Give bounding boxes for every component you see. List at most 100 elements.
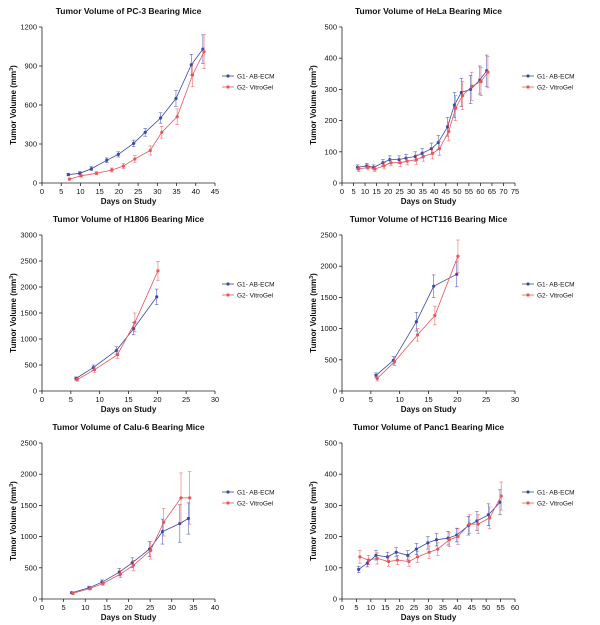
data-point <box>486 513 491 517</box>
y-axis-label: Tumor Volume (mm3) <box>309 273 318 353</box>
x-tick-label: 30 <box>168 603 176 612</box>
x-tick-label: 25 <box>134 187 142 196</box>
data-point <box>479 80 483 84</box>
chart-panc1-svg: Tumor Volume of Panc1 Bearing Mice010020… <box>309 422 575 622</box>
y-tick-label: 500 <box>24 361 37 370</box>
data-point <box>357 167 361 171</box>
data-point <box>456 254 460 258</box>
legend-label: G2- VitroGel <box>237 500 274 507</box>
data-point <box>426 541 430 545</box>
data-point <box>382 164 386 168</box>
x-axis-label: Days on Study <box>401 405 457 414</box>
data-point <box>67 177 72 181</box>
y-tick-label: 500 <box>24 563 37 572</box>
y-tick-label: 3000 <box>20 231 37 240</box>
chart-hela-svg: Tumor Volume of HeLa Bearing Mice0100200… <box>309 6 575 206</box>
x-tick-label: 10 <box>81 603 89 612</box>
data-point <box>202 50 206 54</box>
data-point <box>460 94 465 98</box>
x-tick-label: 20 <box>453 395 461 404</box>
legend-label: G1- AB-ECM <box>537 281 575 288</box>
x-tick-label: 25 <box>410 603 418 612</box>
legend-label: G1- AB-ECM <box>537 489 575 496</box>
data-point <box>499 494 503 498</box>
x-tick-label: 10 <box>395 395 403 404</box>
legend-label: G1- AB-ECM <box>237 281 275 288</box>
y-tick-label: 1500 <box>20 501 37 510</box>
x-tick-label: 45 <box>442 187 450 196</box>
chart-hct116: Tumor Volume of HCT116 Bearing Mice 0 500 1… <box>300 208 600 416</box>
data-point <box>133 320 137 324</box>
legend-swatch-marker <box>226 293 230 297</box>
y-tick-label: 1500 <box>20 309 37 318</box>
chart-title: Tumor Volume of HCT116 Bearing Mice <box>350 214 508 224</box>
data-point <box>452 103 457 107</box>
data-point <box>88 586 92 590</box>
data-point <box>143 130 147 134</box>
data-point <box>66 172 70 177</box>
data-point <box>413 154 417 159</box>
y-tick-label: 1000 <box>320 324 337 333</box>
y-axis-label-superscript: 3 <box>309 276 315 279</box>
y-tick-label: 2500 <box>20 257 37 266</box>
data-point <box>454 106 458 110</box>
data-point <box>414 158 419 162</box>
legend-label: G2- VitroGel <box>537 84 574 91</box>
x-tick-label: 70 <box>499 187 507 196</box>
data-point <box>175 115 179 119</box>
chart-title: Tumor Volume of HeLa Bearing Mice <box>355 6 502 16</box>
x-tick-label: 50 <box>482 603 490 612</box>
chart-pc3-svg: Tumor Volume of PC-3 Bearing Mice0300600… <box>9 6 275 206</box>
data-point <box>71 591 75 595</box>
x-tick-label: 45 <box>468 603 476 612</box>
y-axis-label: Tumor Volume (mm3) <box>309 65 318 145</box>
x-tick-label: 35 <box>419 187 427 196</box>
y-tick-label: 100 <box>324 147 337 156</box>
x-tick-label: 55 <box>496 603 504 612</box>
y-tick-label: 2000 <box>20 283 37 292</box>
data-point <box>434 538 439 542</box>
x-axis-label: Days on Study <box>401 613 457 622</box>
x-tick-label: 25 <box>146 603 154 612</box>
data-point <box>101 581 105 585</box>
legend-label: G1- AB-ECM <box>537 73 575 80</box>
data-point <box>467 522 472 526</box>
data-point <box>395 558 399 562</box>
data-point <box>133 157 137 161</box>
y-tick-label: 900 <box>24 62 37 71</box>
x-tick-label: 20 <box>124 603 132 612</box>
data-point <box>436 547 440 551</box>
legend-swatch-marker <box>526 74 530 78</box>
data-point <box>118 572 123 576</box>
legend-swatch-marker <box>226 490 230 494</box>
x-tick-label: 60 <box>511 603 519 612</box>
data-point <box>405 159 409 163</box>
legend-label: G1- AB-ECM <box>237 73 275 80</box>
x-tick-label: 30 <box>407 187 415 196</box>
data-point <box>189 63 193 67</box>
y-tick-label: 1000 <box>20 335 37 344</box>
x-tick-label: 40 <box>430 187 438 196</box>
data-point <box>78 171 82 175</box>
series-line <box>71 518 189 594</box>
x-tick-label: 55 <box>465 187 473 196</box>
y-tick-label: 2500 <box>20 439 37 448</box>
y-tick-label: 300 <box>24 140 37 149</box>
x-tick-label: 5 <box>69 395 73 404</box>
y-tick-label: 300 <box>324 501 337 510</box>
data-point <box>366 558 371 562</box>
x-tick-label: 30 <box>153 187 161 196</box>
data-point <box>406 553 410 557</box>
x-tick-label: 20 <box>384 187 392 196</box>
data-point <box>116 152 120 156</box>
y-tick-label: 300 <box>324 85 337 94</box>
x-tick-label: 20 <box>115 187 123 196</box>
data-point <box>455 272 459 276</box>
x-tick-label: 15 <box>124 395 132 404</box>
data-point <box>407 559 411 564</box>
y-tick-label: 1200 <box>20 23 37 32</box>
data-point <box>110 168 114 172</box>
legend-label: G2- VitroGel <box>237 84 274 91</box>
chart-panc1: Tumor Volume of Panc1 Bearing Mice 0 100 20… <box>300 416 600 624</box>
data-point <box>375 556 379 561</box>
